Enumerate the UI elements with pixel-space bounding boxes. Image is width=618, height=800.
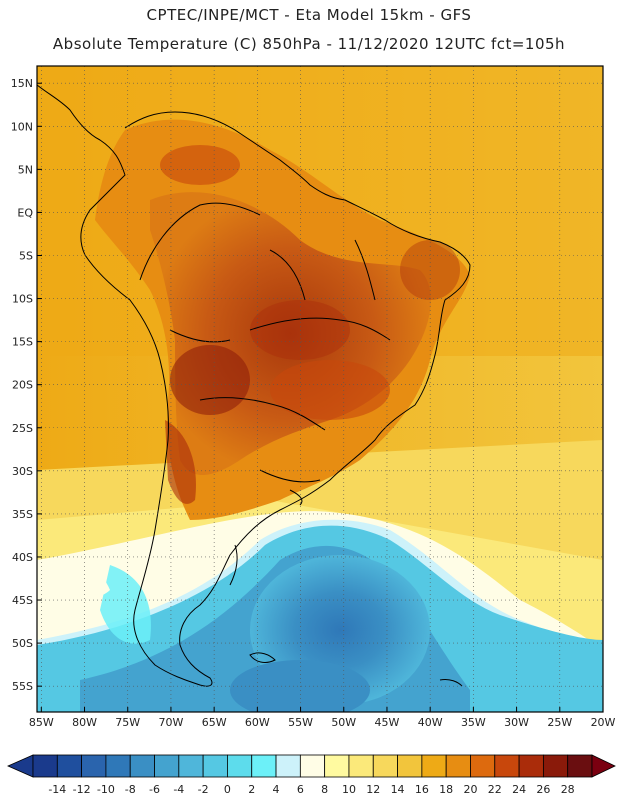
- colorbar-swatch: [251, 754, 277, 778]
- lon-tick-label: 20W: [591, 716, 616, 729]
- colorbar-label: 28: [561, 783, 575, 796]
- lat-tick-label: 50S: [12, 637, 33, 650]
- lon-tick-label: 65W: [202, 716, 227, 729]
- colorbar-swatch: [567, 754, 593, 778]
- lat-tick-label: 5S: [19, 249, 33, 262]
- lon-tick-label: 30W: [504, 716, 529, 729]
- colorbar-swatch: [227, 754, 253, 778]
- colorbar-label: 2: [248, 783, 255, 796]
- lon-tick-label: 25W: [547, 716, 572, 729]
- colorbar-swatch: [202, 754, 228, 778]
- colorbar-swatch: [178, 754, 204, 778]
- colorbar-swatch: [542, 754, 569, 778]
- map-title: CPTEC/INPE/MCT - Eta Model 15km - GFS: [146, 6, 472, 24]
- colorbar-swatch: [129, 754, 155, 778]
- colorbar-swatch: [348, 754, 374, 778]
- lat-tick-label: 35S: [12, 508, 33, 521]
- lon-tick-label: 75W: [115, 716, 140, 729]
- lat-tick-label: 45S: [12, 594, 33, 607]
- colorbar-label: 12: [366, 783, 380, 796]
- colorbar-swatch: [397, 754, 423, 778]
- colorbar-label: 20: [463, 783, 477, 796]
- colorbar-swatch: [445, 754, 471, 778]
- colorbar-swatch: [324, 754, 350, 778]
- colorbar-swatch: [154, 754, 180, 778]
- colorbar-swatch: [81, 754, 107, 778]
- colorbar-label: -12: [73, 783, 91, 796]
- colorbar-label: 6: [297, 783, 304, 796]
- colorbar-label: 10: [342, 783, 356, 796]
- lon-tick-label: 40W: [418, 716, 443, 729]
- colorbar-label: 14: [391, 783, 405, 796]
- lat-tick-label: 25S: [12, 422, 33, 435]
- colorbar: -14 -12 -10 -8 -6 -4 -2 0 2 4 6 8 10 12 14 16 18 20 22 24 26…: [7, 754, 616, 796]
- lat-tick-label: 30S: [12, 465, 33, 478]
- lat-tick-label: 10N: [11, 120, 33, 133]
- colorbar-swatch: [494, 754, 520, 778]
- colorbar-label: 24: [512, 783, 526, 796]
- colorbar-max-arrow: [591, 754, 616, 778]
- colorbar-swatch: [299, 754, 326, 778]
- colorbar-swatch: [275, 754, 301, 778]
- colorbar-label: 16: [415, 783, 429, 796]
- lon-tick-label: 60W: [245, 716, 270, 729]
- colorbar-label: 4: [273, 783, 280, 796]
- lat-tick-label: 40S: [12, 551, 33, 564]
- colorbar-swatch: [470, 754, 496, 778]
- lon-tick-label: 45W: [375, 716, 400, 729]
- lat-tick-label: 5N: [18, 163, 33, 176]
- lat-tick-label: EQ: [17, 206, 33, 219]
- lat-tick-label: 10S: [12, 293, 33, 306]
- colorbar-swatch: [372, 754, 398, 778]
- colorbar-label: -14: [48, 783, 66, 796]
- colorbar-swatch: [518, 754, 544, 778]
- map-subtitle: Absolute Temperature (C) 850hPa - 11/12/…: [52, 35, 566, 53]
- colorbar-label: -2: [198, 783, 209, 796]
- map-frame: [36, 65, 604, 713]
- colorbar-swatch: [421, 754, 447, 778]
- coastline: [37, 84, 471, 687]
- colorbar-swatch: [105, 754, 131, 778]
- longitude-axis: 85W 80W 75W 70W 65W 60W 55W 50W 45W 40W 35W 30W 25W 2…: [29, 707, 616, 729]
- lon-tick-label: 55W: [288, 716, 313, 729]
- lat-tick-label: 15S: [12, 336, 33, 349]
- colorbar-label: -8: [125, 783, 136, 796]
- map-field: [37, 66, 603, 712]
- lat-tick-label: 55S: [12, 680, 33, 693]
- latitude-axis: 15N 10N 5N EQ 5S 10S 15S 20S 25S 30S 35S 40S 45S 50S 5…: [11, 77, 42, 693]
- colorbar-label: 22: [488, 783, 502, 796]
- colorbar-label: 18: [439, 783, 453, 796]
- lat-tick-label: 15N: [11, 77, 33, 90]
- colorbar-swatch: [56, 754, 83, 778]
- colorbar-label: 8: [321, 783, 328, 796]
- lon-tick-label: 70W: [159, 716, 184, 729]
- lat-tick-label: 20S: [12, 379, 33, 392]
- colorbar-label: -4: [173, 783, 184, 796]
- colorbar-label: -10: [97, 783, 115, 796]
- colorbar-min-arrow: [7, 754, 34, 778]
- colorbar-label: 26: [536, 783, 550, 796]
- lon-tick-label: 80W: [72, 716, 97, 729]
- colorbar-label: 0: [224, 783, 231, 796]
- lon-tick-label: 85W: [29, 716, 54, 729]
- colorbar-label: -6: [149, 783, 160, 796]
- lon-tick-label: 50W: [331, 716, 356, 729]
- colorbar-swatch: [32, 754, 58, 778]
- lon-tick-label: 35W: [461, 716, 486, 729]
